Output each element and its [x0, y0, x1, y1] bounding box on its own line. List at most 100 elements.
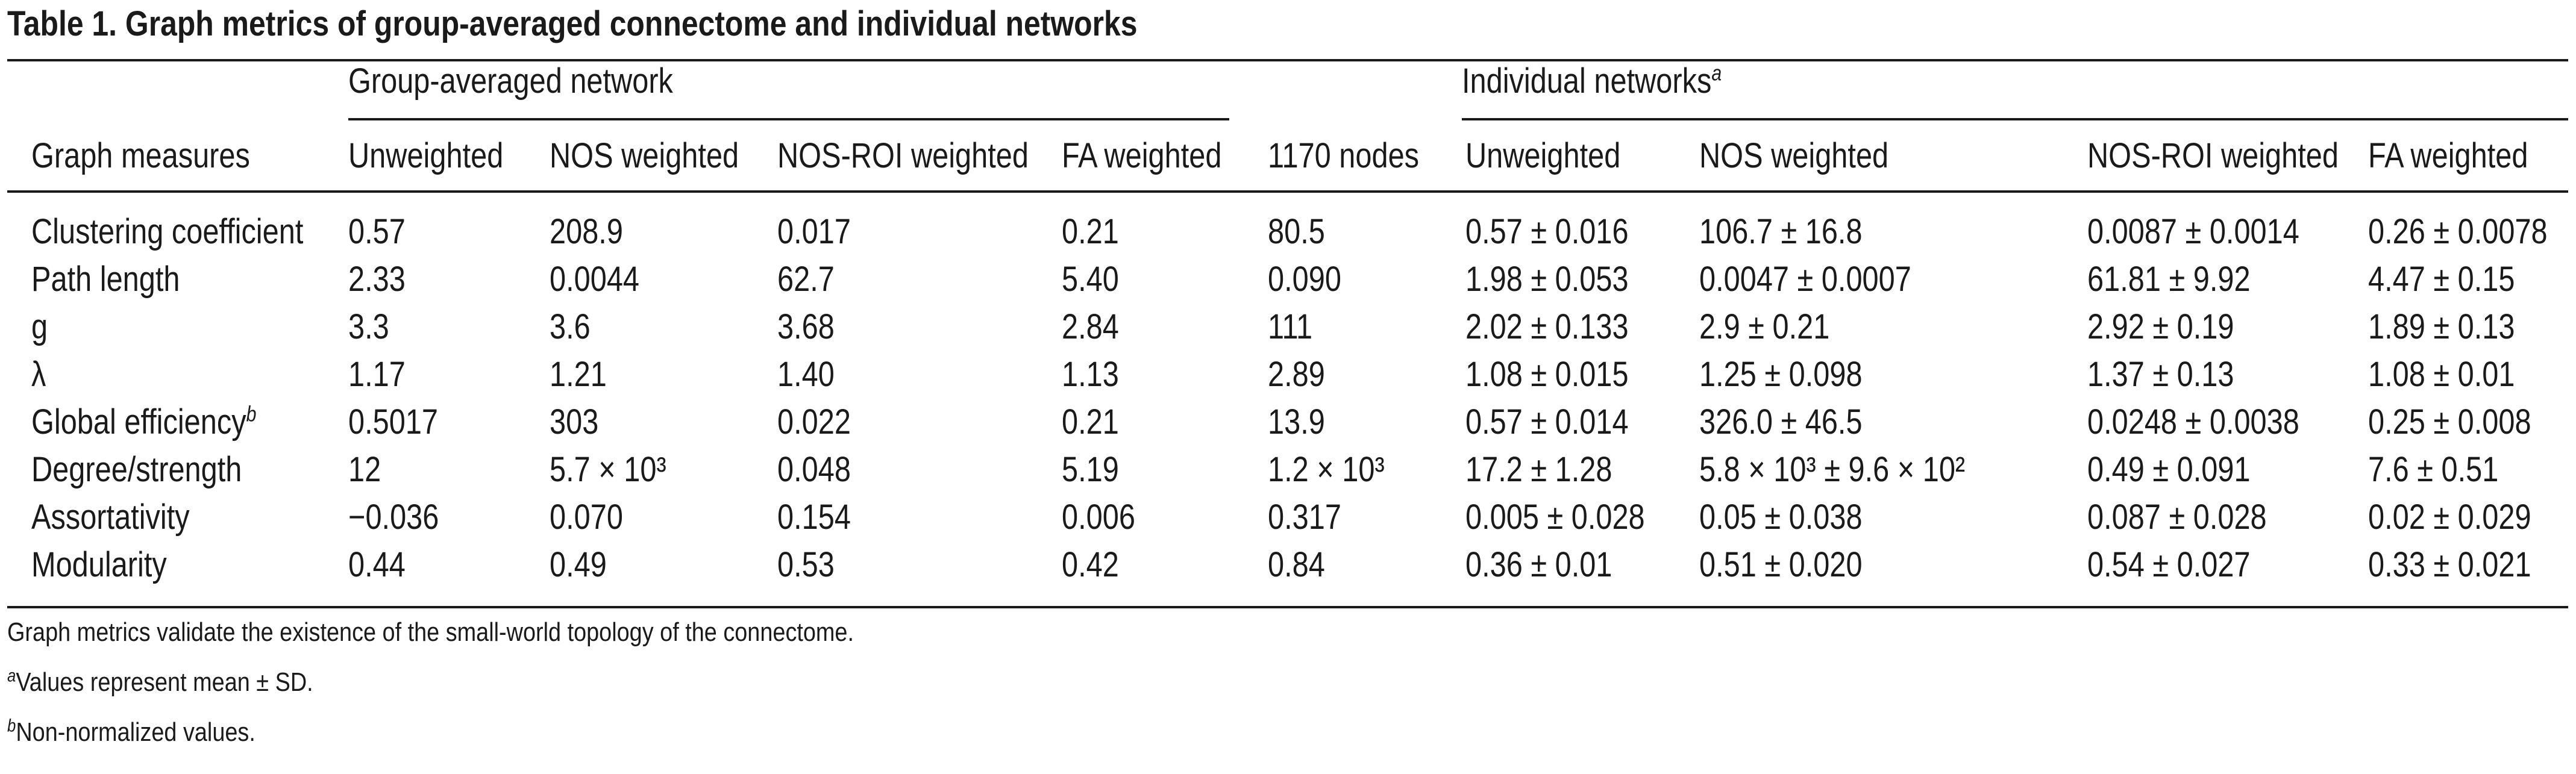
individual-span-note: a: [1711, 60, 1722, 86]
row-label: λ: [31, 355, 46, 394]
column-header-3: NOS-ROI weighted: [777, 136, 1029, 175]
table-cell: 0.022: [777, 402, 851, 442]
footnote-mark: a: [7, 666, 16, 686]
table-cell: 0.0087 ± 0.0014: [2087, 212, 2299, 251]
row-label: Global efficiencyb: [31, 401, 257, 442]
table-cell: 0.57: [348, 212, 406, 251]
individual-span-rule: [1462, 118, 2568, 120]
table-cell: 0.54 ± 0.027: [2087, 545, 2251, 584]
table-cell: 13.9: [1268, 402, 1325, 442]
table-cell: 1.21: [550, 355, 607, 394]
table-cell: 106.7 ± 16.8: [1699, 212, 1863, 251]
table-cell: 0.0248 ± 0.0038: [2087, 402, 2299, 442]
group-span-header: Group-averaged network: [348, 60, 673, 102]
table-cell: 5.19: [1062, 450, 1119, 489]
table-cell: 1.37 ± 0.13: [2087, 355, 2234, 394]
column-header-9: FA weighted: [2368, 136, 2528, 175]
table-cell: 0.57 ± 0.016: [1465, 212, 1629, 251]
table-cell: 0.317: [1268, 498, 1341, 537]
column-header-1: Unweighted: [348, 136, 504, 175]
table-cell: 326.0 ± 46.5: [1699, 402, 1863, 442]
table-cell: 0.0044: [550, 260, 640, 299]
table-cell: 3.3: [348, 307, 389, 346]
table-cell: 0.21: [1062, 402, 1119, 442]
table-cell: 0.49: [550, 545, 607, 584]
table-cell: 0.53: [777, 545, 835, 584]
table-caption: Table 1. Graph metrics of group-averaged…: [7, 4, 1138, 43]
table-cell: 208.9: [550, 212, 623, 251]
row-label-note: b: [246, 401, 257, 426]
group-span-label: Group-averaged network: [348, 61, 673, 101]
table-cell: 2.84: [1062, 307, 1119, 346]
individual-span-header: Individual networksa: [1462, 60, 1722, 102]
table-cell: 3.6: [550, 307, 591, 346]
table-cell: 0.26 ± 0.0078: [2368, 212, 2548, 251]
table-cell: 80.5: [1268, 212, 1325, 251]
table-cell: 62.7: [777, 260, 835, 299]
table-cell: 0.21: [1062, 212, 1119, 251]
column-header-2: NOS weighted: [550, 136, 739, 175]
column-header-6: Unweighted: [1465, 136, 1621, 175]
table-cell: 111: [1268, 307, 1313, 346]
table-cell: 2.9 ± 0.21: [1699, 307, 1830, 346]
table-cell: 0.02 ± 0.029: [2368, 498, 2531, 537]
table-cell: 0.57 ± 0.014: [1465, 402, 1629, 442]
table-cell: 1.08 ± 0.01: [2368, 355, 2515, 394]
row-label: Assortativity: [31, 498, 190, 537]
table-cell: 5.40: [1062, 260, 1119, 299]
table-cell: 0.006: [1062, 498, 1135, 537]
row-label: g: [31, 307, 48, 346]
table-cell: 0.36 ± 0.01: [1465, 545, 1612, 584]
table-cell: 2.33: [348, 260, 406, 299]
table-cell: 0.33 ± 0.021: [2368, 545, 2531, 584]
table-cell: −0.036: [348, 498, 439, 537]
footnote-mark: b: [7, 716, 16, 736]
table-cell: 0.0047 ± 0.0007: [1699, 260, 1911, 299]
table-cell: 0.05 ± 0.038: [1699, 498, 1863, 537]
footnote: aValues represent mean ± SD.: [7, 666, 313, 697]
table-cell: 0.49 ± 0.091: [2087, 450, 2251, 489]
table-cell: 61.81 ± 9.92: [2087, 260, 2251, 299]
table-cell: 12: [348, 450, 381, 489]
footnote: bNon-normalized values.: [7, 716, 255, 747]
table-cell: 0.017: [777, 212, 851, 251]
table-cell: 1.25 ± 0.098: [1699, 355, 1863, 394]
table-cell: 1.89 ± 0.13: [2368, 307, 2515, 346]
table-cell: 0.070: [550, 498, 623, 537]
top-rule: [7, 59, 2568, 61]
table-cell: 0.42: [1062, 545, 1119, 584]
column-header-4: FA weighted: [1062, 136, 1222, 175]
row-label: Degree/strength: [31, 450, 242, 489]
table-cell: 0.048: [777, 450, 851, 489]
column-header-8: NOS-ROI weighted: [2087, 136, 2339, 175]
table-cell: 3.68: [777, 307, 835, 346]
column-header-7: NOS weighted: [1699, 136, 1889, 175]
table-cell: 0.087 ± 0.028: [2087, 498, 2267, 537]
column-header-graph-measures: Graph measures: [31, 136, 250, 175]
table-cell: 1.98 ± 0.053: [1465, 260, 1629, 299]
table-cell: 1.08 ± 0.015: [1465, 355, 1629, 394]
bottom-rule: [7, 606, 2568, 608]
table-cell: 2.02 ± 0.133: [1465, 307, 1629, 346]
table-cell: 1.2 × 10³: [1268, 450, 1385, 489]
table-cell: 0.44: [348, 545, 406, 584]
table-cell: 1.40: [777, 355, 835, 394]
table-cell: 0.154: [777, 498, 851, 537]
table-cell: 0.090: [1268, 260, 1341, 299]
column-header-5: 1170 nodes: [1268, 136, 1420, 175]
table-cell: 0.5017: [348, 402, 439, 442]
table-cell: 5.8 × 10³ ± 9.6 × 10²: [1699, 450, 1966, 489]
table-cell: 303: [550, 402, 599, 442]
row-label: Modularity: [31, 545, 167, 584]
table-cell: 0.51 ± 0.020: [1699, 545, 1863, 584]
table-cell: 0.84: [1268, 545, 1325, 584]
header-rule: [7, 190, 2568, 193]
table-cell: 7.6 ± 0.51: [2368, 450, 2499, 489]
table-cell: 5.7 × 10³: [550, 450, 666, 489]
individual-span-label: Individual networks: [1462, 61, 1712, 101]
table-cell: 1.13: [1062, 355, 1119, 394]
table-cell: 17.2 ± 1.28: [1465, 450, 1612, 489]
footnote: Graph metrics validate the existence of …: [7, 617, 854, 647]
table-cell: 1.17: [348, 355, 406, 394]
